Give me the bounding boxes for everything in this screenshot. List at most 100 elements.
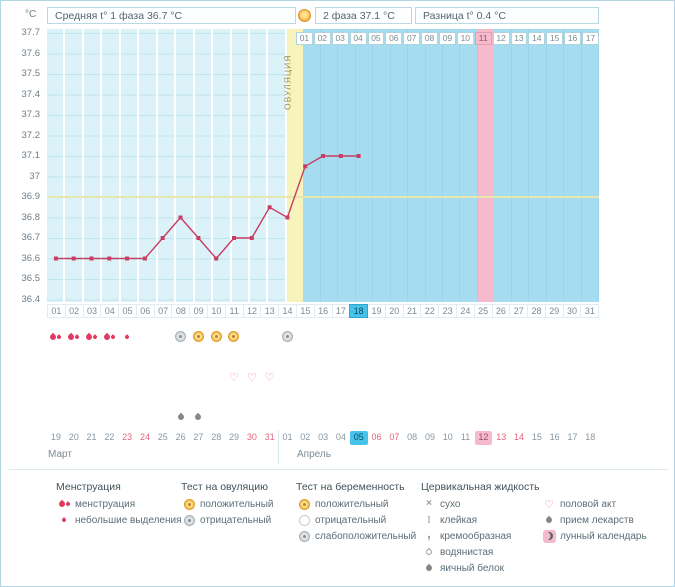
legend-group-title: Тест на овуляцию <box>181 481 268 493</box>
day-cell-11[interactable]: 11 <box>224 304 244 318</box>
day-cell-18[interactable]: 18 <box>349 304 369 318</box>
date-cell-06: 06 <box>371 432 382 442</box>
day-column-1[interactable] <box>47 29 66 302</box>
day-column-29[interactable] <box>546 29 565 302</box>
day-cell-30[interactable]: 30 <box>562 304 582 318</box>
day-column-23[interactable] <box>442 29 461 302</box>
day-cell-17[interactable]: 17 <box>331 304 351 318</box>
day-cell-01[interactable]: 01 <box>47 304 66 318</box>
day-cell-21[interactable]: 21 <box>402 304 422 318</box>
y-tick-37.3: 37.3 <box>21 109 41 120</box>
day-column-8[interactable] <box>176 29 195 302</box>
day-column-15[interactable] <box>303 29 321 302</box>
day-column-16[interactable] <box>320 29 339 302</box>
day-cell-05[interactable]: 05 <box>118 304 137 318</box>
day-cell-09[interactable]: 09 <box>189 304 209 318</box>
day-column-30[interactable] <box>564 29 582 302</box>
day-cell-19[interactable]: 19 <box>367 304 386 318</box>
legend-item-label: водянистая <box>440 546 494 558</box>
drop-small-red-icon <box>61 517 67 523</box>
date-cell-11: 11 <box>460 432 471 442</box>
day-column-20[interactable] <box>390 29 409 302</box>
legend-item-label: отрицательный <box>315 514 387 526</box>
day-column-2[interactable] <box>65 29 84 302</box>
legend-item: × сухо <box>421 496 540 512</box>
day-cell-26[interactable]: 26 <box>491 304 511 318</box>
temp-point-day-9 <box>196 236 201 240</box>
day-cell-08[interactable]: 08 <box>171 304 191 318</box>
day-cell-28[interactable]: 28 <box>527 304 546 318</box>
day-cell-15[interactable]: 15 <box>295 304 315 318</box>
day-cell-16[interactable]: 16 <box>313 304 333 318</box>
day-cell-13[interactable]: 13 <box>260 304 280 318</box>
y-tick-37.7: 37.7 <box>21 27 41 38</box>
ovulation-test-positive-mark <box>208 330 224 343</box>
legend-item-label: сухо <box>440 498 461 510</box>
drop-dark-icon <box>176 412 185 421</box>
day-cell-10[interactable]: 10 <box>207 304 226 318</box>
day-column-25[interactable] <box>477 29 495 302</box>
day-cell-20[interactable]: 20 <box>384 304 404 318</box>
day-cell-02[interactable]: 02 <box>64 304 84 318</box>
y-tick-36.5: 36.5 <box>21 273 41 284</box>
circle-yellow-icon <box>183 498 195 510</box>
day-column-31[interactable] <box>581 29 600 302</box>
date-cell-15: 15 <box>531 432 542 442</box>
dpo-cell-06: 06 <box>385 32 403 45</box>
day-column-27[interactable] <box>511 29 530 302</box>
day-cell-04[interactable]: 04 <box>100 304 120 318</box>
day-column-11[interactable] <box>231 29 250 302</box>
date-cell-17: 17 <box>567 432 578 442</box>
date-cell-02: 02 <box>300 432 311 442</box>
day-column-22[interactable] <box>425 29 443 302</box>
day-column-3[interactable] <box>83 29 103 302</box>
date-axis: 19 20 21 22 23 24 25 26 27 28 29 30 31 01 02 03 04 05 06 07… <box>47 431 599 445</box>
circle-white-icon <box>298 514 310 526</box>
day-cell-29[interactable]: 29 <box>544 304 564 318</box>
date-cell-05: 05 <box>349 431 368 445</box>
legend-group-title: Менструация <box>56 481 121 493</box>
ovulation-test-positive-mark <box>226 330 242 343</box>
dpo-cell-13: 13 <box>510 32 528 45</box>
drops-red-icon <box>102 332 116 341</box>
temp-point-day-17 <box>338 154 343 158</box>
day-column-10[interactable] <box>213 29 232 302</box>
day-cell-22[interactable]: 22 <box>420 304 440 318</box>
date-cell-23: 23 <box>122 432 133 442</box>
day-cell-31[interactable]: 31 <box>580 304 600 318</box>
day-column-26[interactable] <box>494 29 512 302</box>
date-cell-07: 07 <box>389 432 400 442</box>
legend-item-label: кремообразная <box>440 530 512 542</box>
menstruation-mark <box>48 330 64 343</box>
day-column-21[interactable] <box>408 29 426 302</box>
day-cell-24[interactable]: 24 <box>455 304 475 318</box>
day-cell-14[interactable]: 14 <box>278 304 297 318</box>
day-cell-23[interactable]: 23 <box>438 304 457 318</box>
day-cell-12[interactable]: 12 <box>242 304 262 318</box>
day-column-24[interactable] <box>460 29 478 302</box>
day-cell-25[interactable]: 25 <box>473 304 493 318</box>
day-cell-03[interactable]: 03 <box>82 304 102 318</box>
day-column-13[interactable] <box>268 29 287 302</box>
day-column-6[interactable] <box>139 29 158 302</box>
date-cell-14: 14 <box>514 432 525 442</box>
day-column-5[interactable] <box>120 29 140 302</box>
legend-item-label: клейкая <box>440 514 478 526</box>
day-column-17[interactable] <box>338 29 356 302</box>
day-column-4[interactable] <box>102 29 121 302</box>
dpo-cell-17: 17 <box>582 32 599 45</box>
day-column-14[interactable] <box>286 29 304 302</box>
day-cell-06[interactable]: 06 <box>135 304 155 318</box>
legend-item-label: отрицательный <box>200 514 272 526</box>
day-cell-07[interactable]: 07 <box>153 304 173 318</box>
day-column-7[interactable] <box>157 29 177 302</box>
legend-separator <box>9 469 668 470</box>
day-column-9[interactable] <box>194 29 214 302</box>
day-column-28[interactable] <box>529 29 547 302</box>
temp-point-day-12 <box>249 236 254 240</box>
day-cell-27[interactable]: 27 <box>509 304 529 318</box>
day-column-19[interactable] <box>373 29 391 302</box>
day-column-18[interactable] <box>355 29 374 302</box>
legend-item: отрицательный <box>181 512 273 528</box>
